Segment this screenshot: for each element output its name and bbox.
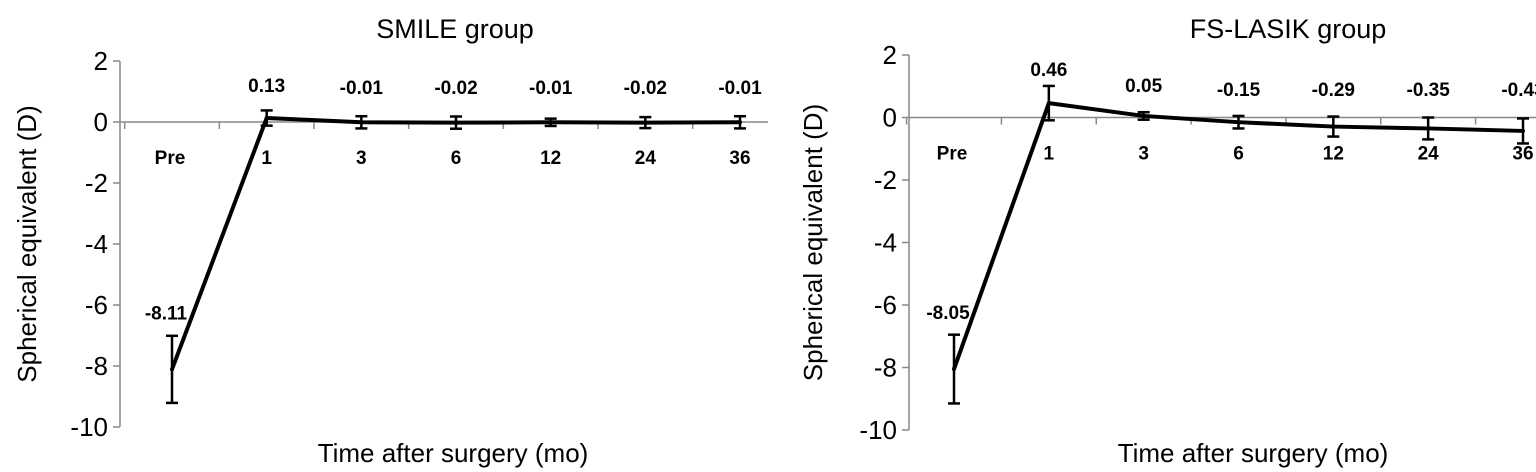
- data-label: -0.01: [718, 78, 762, 99]
- chart-title: SMILE group: [376, 14, 534, 44]
- data-label: -0.02: [434, 78, 477, 99]
- x-axis-title: Time after surgery (mo): [318, 438, 589, 468]
- data-label: -0.15: [1217, 80, 1261, 101]
- x-tick-label: 6: [451, 148, 462, 169]
- data-label: 0.05: [1125, 76, 1162, 97]
- x-tick-label: 1: [1044, 144, 1055, 165]
- data-point: [264, 116, 269, 121]
- x-tick-label: 12: [1323, 144, 1344, 165]
- x-tick-label: 3: [1138, 144, 1149, 165]
- y-tick-label: 2: [883, 40, 897, 70]
- y-tick-label: 2: [94, 46, 108, 76]
- x-tick-label: 6: [1233, 144, 1244, 165]
- y-tick-label: -4: [874, 228, 897, 258]
- data-point: [643, 120, 648, 125]
- data-label: -0.02: [624, 78, 667, 99]
- y-tick-label: 0: [883, 103, 897, 133]
- x-tick-label: Pre: [155, 148, 186, 169]
- chart-svg-smile: SMILE group Spherical equivalent (D) Tim…: [12, 14, 768, 468]
- x-axis-title: Time after surgery (mo): [1118, 438, 1389, 468]
- y-tick-label: -8: [874, 353, 897, 383]
- data-label: -8.05: [926, 303, 970, 324]
- y-tick-label: -10: [70, 412, 108, 442]
- y-tick-label: -4: [85, 229, 108, 259]
- x-tick-label: 3: [356, 148, 367, 169]
- x-tick-label: Pre: [937, 144, 968, 165]
- x-tick-label: 36: [729, 148, 750, 169]
- data-point: [359, 120, 364, 125]
- y-tick-label: -6: [85, 290, 108, 320]
- data-label: -0.29: [1312, 80, 1355, 101]
- chart-title: FS-LASIK group: [1190, 14, 1387, 44]
- y-axis-title: Spherical equivalent (D): [798, 104, 828, 381]
- x-tick-label: 24: [1418, 144, 1440, 165]
- data-point: [1046, 101, 1051, 106]
- chart-smile-group: SMILE group Spherical equivalent (D) Tim…: [12, 14, 768, 468]
- data-point: [1521, 128, 1525, 133]
- data-point: [1236, 120, 1241, 125]
- data-label: -8.11: [145, 303, 188, 324]
- y-tick-label: -2: [874, 165, 897, 195]
- data-label: -0.35: [1407, 80, 1451, 101]
- data-point: [738, 120, 742, 125]
- data-point: [1426, 126, 1431, 131]
- y-tick-label: 0: [94, 107, 108, 137]
- x-tick-label: 24: [635, 148, 657, 169]
- chart-svg-fs-lasik: FS-LASIK group Spherical equivalent (D) …: [798, 14, 1536, 468]
- x-tick-label: 12: [540, 148, 561, 169]
- data-point: [548, 120, 553, 125]
- data-point: [1141, 113, 1146, 118]
- data-label: -0.01: [340, 78, 384, 99]
- data-label: -0.01: [529, 78, 573, 99]
- data-point: [952, 367, 956, 372]
- y-tick-label: -10: [859, 415, 897, 445]
- y-tick-label: -8: [85, 351, 108, 381]
- y-tick-label: -2: [85, 168, 108, 198]
- x-tick-label: 1: [261, 148, 272, 169]
- data-point: [170, 367, 174, 372]
- data-point: [454, 120, 458, 125]
- data-label: 0.13: [248, 76, 285, 97]
- x-tick-label: 36: [1512, 144, 1533, 165]
- data-label: 0.46: [1030, 60, 1067, 81]
- y-axis-title: Spherical equivalent (D): [12, 105, 42, 382]
- chart-fs-lasik-group: FS-LASIK group Spherical equivalent (D) …: [768, 0, 1536, 472]
- data-point: [1331, 124, 1336, 129]
- data-label: -0.43: [1501, 80, 1536, 101]
- y-tick-label: -6: [874, 290, 897, 320]
